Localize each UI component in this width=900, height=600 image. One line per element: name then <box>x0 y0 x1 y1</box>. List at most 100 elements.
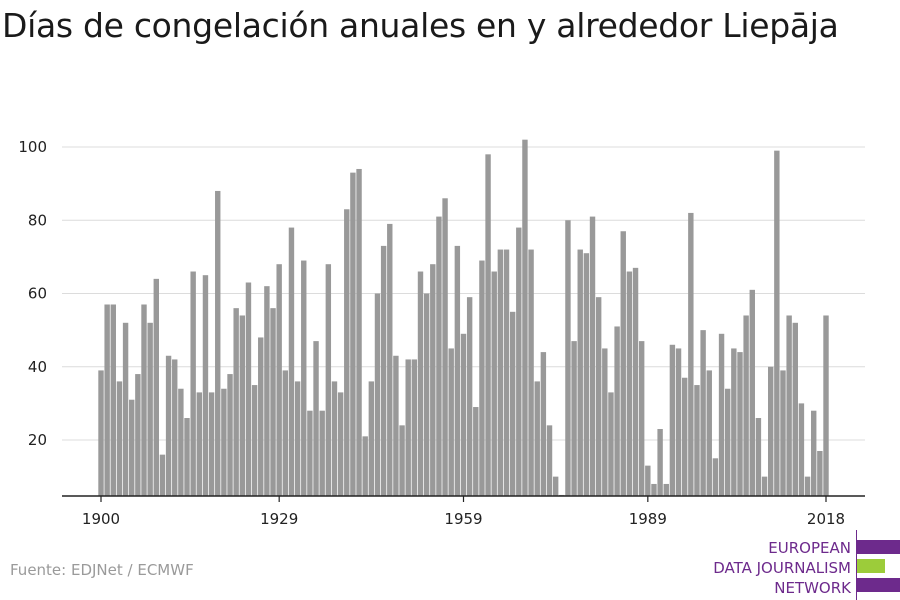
bar-1976 <box>565 220 571 496</box>
bar-2016 <box>811 410 817 496</box>
x-tick-label: 1989 <box>629 510 667 528</box>
bar-1968 <box>516 227 522 496</box>
bar-1935 <box>313 341 319 496</box>
bar-1996 <box>688 212 694 497</box>
bar-1995 <box>681 377 688 496</box>
bar-1955 <box>436 216 442 496</box>
bar-1901 <box>104 304 110 496</box>
bar-1922 <box>233 308 239 496</box>
bar-1907 <box>141 304 147 496</box>
bar-1913 <box>178 388 184 496</box>
bars <box>98 139 829 497</box>
x-tick-label: 1959 <box>444 510 482 528</box>
bar-1905 <box>129 399 135 496</box>
bar-1900 <box>98 370 104 496</box>
bar-1977 <box>571 341 577 496</box>
bar-1966 <box>503 249 510 496</box>
bar-1957 <box>448 348 454 496</box>
logo-bar-middle <box>857 559 885 573</box>
bar-1921 <box>227 374 233 496</box>
bar-1916 <box>196 392 203 496</box>
bar-1961 <box>473 407 479 496</box>
bar-1939 <box>337 392 344 496</box>
bar-1942 <box>356 168 362 496</box>
bar-1902 <box>110 304 116 496</box>
y-axis-ticks: 20 40 60 80 100 <box>18 138 47 449</box>
bar-1940 <box>344 209 350 496</box>
bar-2012 <box>786 315 792 496</box>
logo-bar-top <box>857 540 900 554</box>
x-axis-ticks: 1900 1929 1959 1989 2018 <box>82 496 845 528</box>
bar-2008 <box>761 476 768 497</box>
bar-2006 <box>749 289 755 496</box>
bar-1927 <box>264 286 270 496</box>
bar-1936 <box>319 410 325 496</box>
bar-1967 <box>509 311 516 496</box>
bar-2009 <box>768 366 774 496</box>
bar-1952 <box>417 271 424 496</box>
bar-1963 <box>485 154 491 496</box>
bar-1954 <box>430 264 436 496</box>
bar-1950 <box>405 359 411 496</box>
bar-2002 <box>724 388 731 496</box>
bar-1983 <box>608 392 614 496</box>
bar-2017 <box>817 450 823 496</box>
bar-1974 <box>552 476 559 497</box>
bar-1997 <box>694 385 700 496</box>
bar-1934 <box>307 410 313 496</box>
bar-1992 <box>663 483 669 496</box>
bar-1969 <box>522 139 528 496</box>
bar-2011 <box>780 370 786 496</box>
bar-1986 <box>626 271 633 496</box>
bar-1915 <box>190 271 196 496</box>
bar-1949 <box>399 425 405 496</box>
bar-2018 <box>823 315 829 496</box>
bar-1972 <box>540 352 547 496</box>
y-tick-label: 20 <box>28 431 47 449</box>
bar-1945 <box>374 293 381 496</box>
bar-2007 <box>755 418 762 496</box>
bar-1985 <box>620 231 626 497</box>
bar-1932 <box>294 381 301 496</box>
bar-1909 <box>153 278 159 496</box>
bar-1971 <box>534 381 540 496</box>
chart-title: Días de congelación anuales en y alreded… <box>2 6 839 45</box>
y-tick-label: 40 <box>28 358 47 376</box>
bar-1953 <box>423 293 430 496</box>
edjnet-logo: EUROPEAN DATA JOURNALISM NETWORK <box>700 530 900 600</box>
bar-1964 <box>491 271 497 496</box>
bar-1947 <box>387 223 393 496</box>
bar-1929 <box>276 264 282 496</box>
bar-1982 <box>602 348 608 496</box>
bar-2005 <box>743 315 749 496</box>
bar-1948 <box>393 355 399 496</box>
bar-1990 <box>651 483 657 496</box>
bar-2001 <box>718 333 725 496</box>
x-tick-label: 1900 <box>82 510 120 528</box>
bar-1904 <box>122 322 129 496</box>
bar-1987 <box>632 267 639 496</box>
y-tick-label: 80 <box>28 211 47 229</box>
bar-1998 <box>700 330 706 497</box>
bar-1988 <box>638 341 645 496</box>
bar-1938 <box>331 381 338 496</box>
bar-1937 <box>325 264 332 496</box>
bar-1911 <box>165 355 172 496</box>
bar-1928 <box>270 308 276 496</box>
bar-1984 <box>614 326 620 496</box>
bar-1962 <box>479 260 485 496</box>
bar-1919 <box>215 190 221 496</box>
bar-1978 <box>577 249 583 496</box>
bar-2003 <box>731 348 737 496</box>
bar-1979 <box>583 253 590 496</box>
bar-2014 <box>798 403 805 497</box>
bar-1991 <box>657 429 663 496</box>
logo-divider <box>856 530 857 600</box>
bar-1951 <box>411 359 418 496</box>
bar-1944 <box>368 381 375 496</box>
bar-1946 <box>380 245 387 496</box>
bar-2015 <box>804 476 811 497</box>
bar-1965 <box>497 249 504 496</box>
y-tick-label: 60 <box>28 285 47 303</box>
